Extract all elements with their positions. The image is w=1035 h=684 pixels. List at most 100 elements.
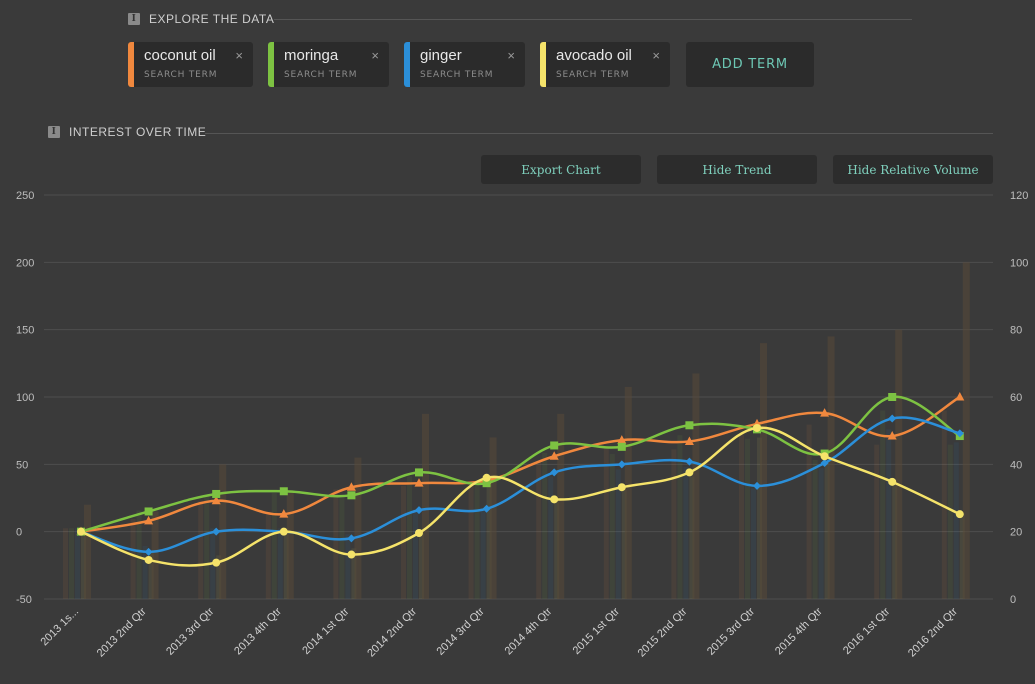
point-moringa [482,479,491,488]
volume-bar-avocado-oil [554,500,560,599]
y-left-tick-label: 150 [16,325,34,337]
volume-bar-avocado-oil [892,484,898,599]
hide-relative-volume-button[interactable]: Hide Relative Volume [833,155,993,184]
y-right-tick-label: 80 [1010,325,1022,337]
point-coconut-oil [414,478,424,487]
point-coconut-oil [279,509,289,518]
point-avocado-oil [144,555,153,564]
volume-bar [354,457,362,599]
volume-bar [84,504,91,599]
close-icon[interactable]: × [652,48,660,63]
volume-bar-moringa [69,528,74,599]
y-left-tick-label: 250 [16,190,34,202]
x-tick-label: 2015 1st Qtr [571,605,623,657]
volume-bar-coconut-oil [63,528,68,599]
hide-trend-button[interactable]: Hide Trend [657,155,817,184]
point-avocado-oil [820,452,829,461]
volume-bar-moringa [474,485,480,599]
x-tick-label: 2014 2nd Qtr [365,605,419,659]
y-right-tick-label: 100 [1010,257,1028,269]
term-chip-ginger[interactable]: ginger SEARCH TERM × [404,42,525,87]
volume-bar-avocado-oil [621,489,627,599]
volume-bar [489,437,497,599]
term-color-bar [540,42,546,87]
volume-bar-coconut-oil [874,444,880,599]
point-ginger [617,460,626,469]
point-ginger [347,534,356,543]
volume-bar-avocado-oil [81,528,86,599]
volume-bar-moringa [136,510,142,599]
term-color-bar [404,42,410,87]
y-left-tick-label: 0 [16,527,22,539]
volume-bar-ginger [142,545,148,599]
y-right-tick-label: 20 [1010,527,1022,539]
volume-bar-avocado-oil [216,555,222,599]
volume-bar-coconut-oil [806,424,812,599]
point-moringa [415,468,423,477]
volume-bar [557,413,565,599]
point-coconut-oil [955,392,965,401]
point-coconut-oil [887,431,897,440]
term-chip-coconut-oil[interactable]: coconut oil SEARCH TERM × [128,42,253,87]
point-avocado-oil [617,483,626,492]
volume-bar-ginger [548,476,554,599]
close-icon[interactable]: × [235,48,243,63]
volume-bar-moringa [609,454,615,599]
term-color-bar [268,42,274,87]
y-left-tick-label: 50 [16,459,28,471]
volume-bar-moringa [339,496,345,599]
volume-bar-moringa [542,452,548,599]
volume-bar-moringa [812,459,818,599]
point-avocado-oil [888,477,897,486]
x-tick-label: 2015 3rd Qtr [705,605,757,657]
point-ginger [888,414,897,423]
term-chip-moringa[interactable]: moringa SEARCH TERM × [268,42,389,87]
volume-bar-coconut-oil [941,410,947,599]
info-icon: i [48,126,60,138]
interest-heading: i INTEREST OVER TIME [48,125,206,139]
volume-bar-coconut-oil [468,483,474,599]
point-ginger [955,429,964,438]
point-moringa [685,421,694,430]
explore-heading-label: EXPLORE THE DATA [149,12,275,26]
close-icon[interactable]: × [371,48,379,63]
volume-bar [692,373,700,599]
x-tick-label: 2014 4th Qtr [503,605,555,657]
point-ginger [415,506,423,515]
volume-bar-avocado-oil [283,528,289,599]
point-avocado-oil [415,529,423,538]
x-tick-label: 2013 3rd Qtr [164,605,216,657]
export-chart-button[interactable]: Export Chart [481,155,641,184]
y-right-tick-label: 40 [1010,459,1022,471]
volume-bar-ginger [818,468,824,599]
point-avocado-oil [685,468,694,477]
volume-bar-avocado-oil [689,476,695,599]
volume-bar-avocado-oil [824,462,830,599]
point-coconut-oil [346,482,356,491]
point-avocado-oil [482,473,491,482]
point-avocado-oil [955,510,964,519]
add-term-button[interactable]: ADD TERM [686,42,814,87]
term-chip-avocado-oil[interactable]: avocado oil SEARCH TERM × [540,42,670,87]
volume-bar-moringa [880,410,886,599]
point-avocado-oil [279,527,288,536]
point-moringa [550,441,559,450]
volume-bar-coconut-oil [603,448,609,599]
volume-bar-coconut-oil [536,462,542,599]
volume-bar-ginger [953,442,959,599]
term-label: ginger [420,47,462,64]
close-icon[interactable]: × [507,48,515,63]
term-color-bar [128,42,134,87]
x-tick-label: 2013 1s... [38,606,81,649]
y-left-tick-label: 200 [16,257,34,269]
volume-bar-avocado-oil [351,548,357,599]
volume-bar-coconut-oil [265,512,271,599]
point-ginger [820,458,829,467]
y-left-tick-label: -50 [16,594,32,606]
series-line-avocado-oil [80,426,961,567]
volume-bar-ginger [480,508,486,599]
volume-bar-ginger [886,429,892,599]
volume-bar-coconut-oil [198,501,204,599]
volume-bar-avocado-oil [486,481,492,599]
